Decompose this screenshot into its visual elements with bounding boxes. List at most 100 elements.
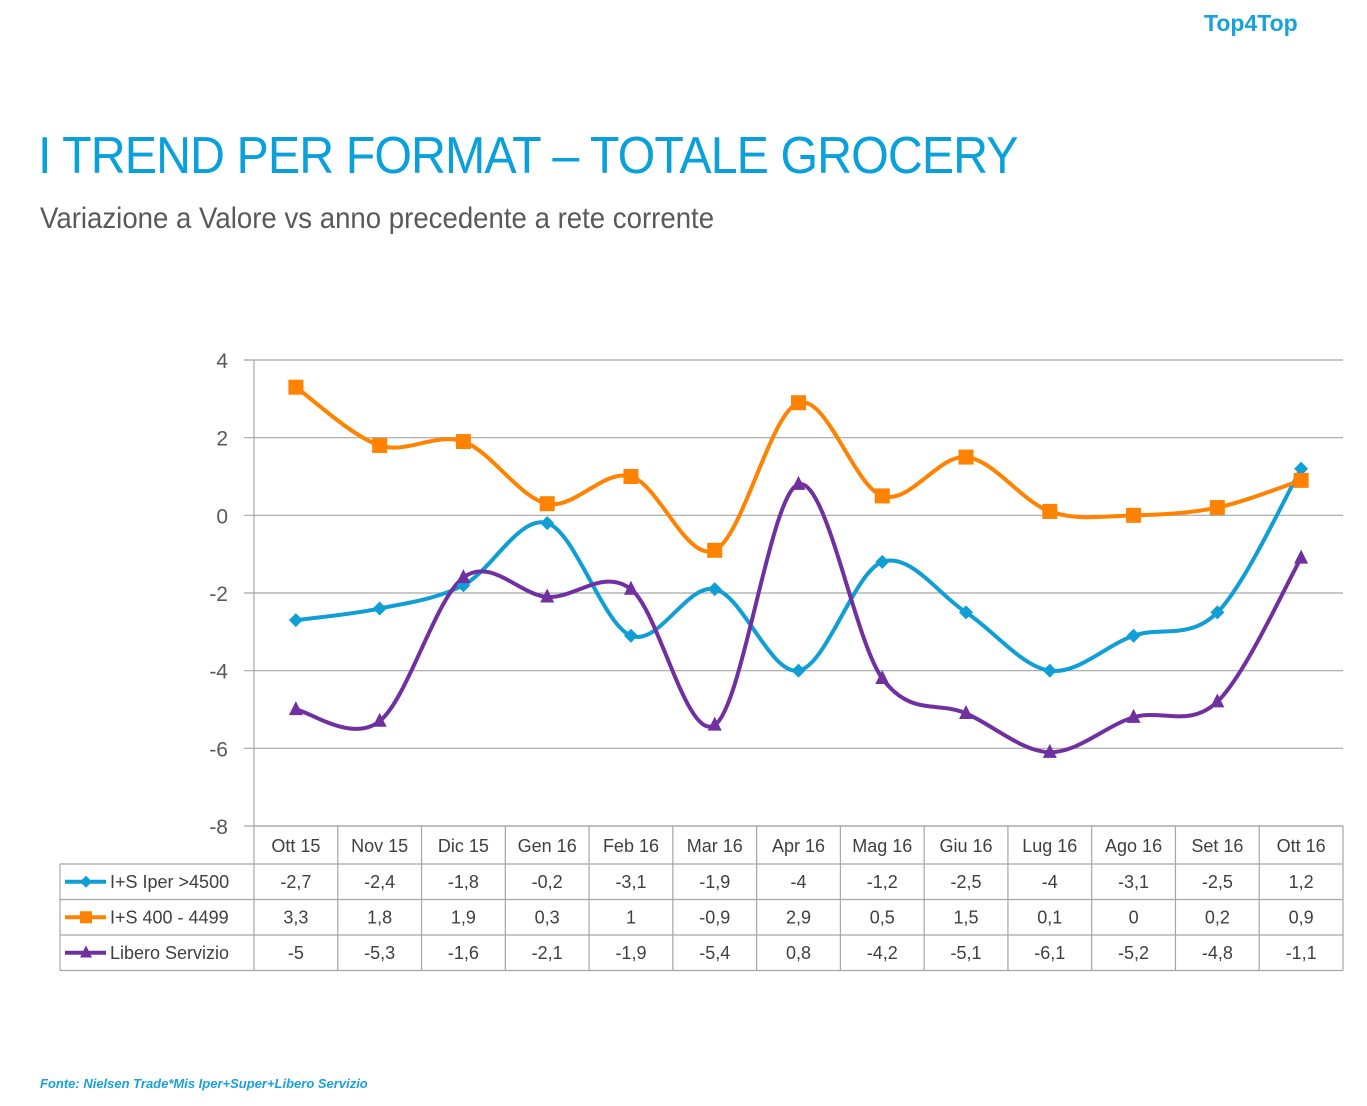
- triangle-marker: [1294, 549, 1309, 564]
- data-label: 0,8: [786, 943, 811, 963]
- diamond-marker: [1126, 628, 1141, 643]
- square-marker: [1209, 500, 1225, 516]
- data-label: -4,8: [1202, 943, 1233, 963]
- data-label: 0,3: [535, 907, 560, 927]
- series-markers: [288, 379, 1309, 758]
- data-label: -1,9: [699, 872, 730, 892]
- brand-logo: Top4Top: [1204, 10, 1298, 36]
- data-label: -5,1: [951, 943, 982, 963]
- triangle-marker: [623, 580, 638, 595]
- y-axis-ticks: 4 2 0 -2 -4 -6 -8: [209, 350, 228, 839]
- square-marker: [1126, 507, 1142, 523]
- square-marker: [1293, 472, 1309, 488]
- x-tick-label: Nov 15: [351, 836, 408, 856]
- x-tick-label: Mag 16: [852, 836, 912, 856]
- x-tick-label: Ott 15: [271, 836, 320, 856]
- data-label: 0: [1129, 907, 1139, 927]
- data-label: 1,2: [1289, 872, 1314, 892]
- data-table: Ott 15 Nov 15 Dic 15 Gen 16 Feb 16 Mar 16 Apr …: [59, 825, 1344, 972]
- data-label: 0,5: [870, 907, 895, 927]
- square-marker: [958, 449, 974, 465]
- y-tick-label: -4: [209, 661, 228, 684]
- data-label: -4: [1042, 872, 1058, 892]
- diamond-marker: [623, 628, 638, 643]
- series-line-0: [295, 467, 1303, 673]
- data-label: -3,1: [615, 872, 646, 892]
- data-label: 0,2: [1205, 907, 1230, 927]
- square-marker: [623, 469, 639, 484]
- y-tick-label: 2: [216, 428, 228, 451]
- legend-label: Libero Servizio: [110, 943, 229, 963]
- data-label: 3,3: [283, 907, 308, 927]
- x-tick-label: Lug 16: [1022, 836, 1077, 856]
- y-tick-label: -2: [209, 583, 228, 606]
- data-label: -1,2: [867, 872, 898, 892]
- square-marker: [707, 542, 723, 558]
- diamond-marker: [1210, 605, 1225, 620]
- data-label: 0,1: [1037, 907, 1062, 927]
- diamond-marker: [959, 605, 974, 620]
- data-label: 1,8: [367, 907, 392, 927]
- grid-lines: [244, 359, 1343, 827]
- series-line-2: [295, 482, 1303, 755]
- data-label: -5,4: [699, 943, 730, 963]
- square-marker: [455, 434, 471, 450]
- triangle-marker: [456, 569, 471, 584]
- data-label: -5: [288, 943, 304, 963]
- legend-label: I+S 400 - 4499: [110, 907, 229, 927]
- x-tick-label: Apr 16: [772, 836, 825, 856]
- data-label: -2,4: [364, 872, 395, 892]
- data-label: -2,5: [951, 872, 982, 892]
- data-label: -2,5: [1202, 872, 1233, 892]
- page-title: I TREND PER FORMAT – TOTALE GROCERY: [38, 127, 1019, 185]
- diamond-marker: [372, 601, 387, 616]
- data-label: -3,1: [1118, 872, 1149, 892]
- source-note: Fonte: Nielsen Trade*Mis Iper+Super+Libe…: [40, 1076, 368, 1091]
- data-label: 1,5: [954, 907, 979, 927]
- data-label: -1,1: [1286, 943, 1317, 963]
- x-tick-label: Gen 16: [518, 836, 577, 856]
- triangle-marker: [707, 716, 722, 731]
- legend-triangle-icon: [80, 945, 92, 958]
- triangle-marker: [959, 704, 974, 719]
- data-label: -5,2: [1118, 943, 1149, 963]
- square-marker: [539, 496, 555, 512]
- diamond-marker: [791, 663, 806, 678]
- data-label: 2,9: [786, 907, 811, 927]
- y-tick-label: -6: [209, 738, 228, 761]
- data-label: -2,7: [280, 872, 311, 892]
- square-marker: [791, 395, 806, 411]
- diamond-marker: [288, 613, 303, 628]
- x-tick-label: Dic 15: [438, 836, 489, 856]
- diamond-marker: [707, 582, 722, 597]
- diamond-marker: [540, 516, 555, 531]
- data-label: -0,2: [532, 872, 563, 892]
- x-tick-label: Feb 16: [603, 836, 659, 856]
- diamond-marker: [1042, 663, 1057, 678]
- series-line-1: [294, 385, 1302, 554]
- data-label: 1,9: [451, 907, 476, 927]
- x-tick-label: Ott 16: [1277, 836, 1326, 856]
- triangle-marker: [540, 588, 555, 603]
- triangle-marker: [791, 475, 806, 490]
- square-marker: [874, 488, 890, 504]
- y-tick-label: 0: [216, 505, 228, 528]
- data-label: 0,9: [1289, 907, 1314, 927]
- legend-square-icon: [80, 911, 92, 924]
- triangle-marker: [288, 701, 303, 716]
- data-label: -5,3: [364, 943, 395, 963]
- data-label: -1,9: [615, 943, 646, 963]
- page-subtitle: Variazione a Valore vs anno precedente a…: [40, 202, 715, 235]
- triangle-marker: [1126, 708, 1141, 723]
- square-marker: [372, 437, 388, 453]
- square-marker: [1042, 503, 1058, 519]
- legend-diamond-icon: [80, 875, 92, 888]
- x-tick-label: Ago 16: [1105, 836, 1162, 856]
- square-marker: [288, 379, 304, 395]
- triangle-marker: [372, 712, 387, 727]
- y-tick-label: 4: [216, 350, 228, 373]
- data-label: -4: [790, 872, 806, 892]
- y-tick-label: -8: [209, 816, 228, 839]
- triangle-marker: [1042, 743, 1057, 758]
